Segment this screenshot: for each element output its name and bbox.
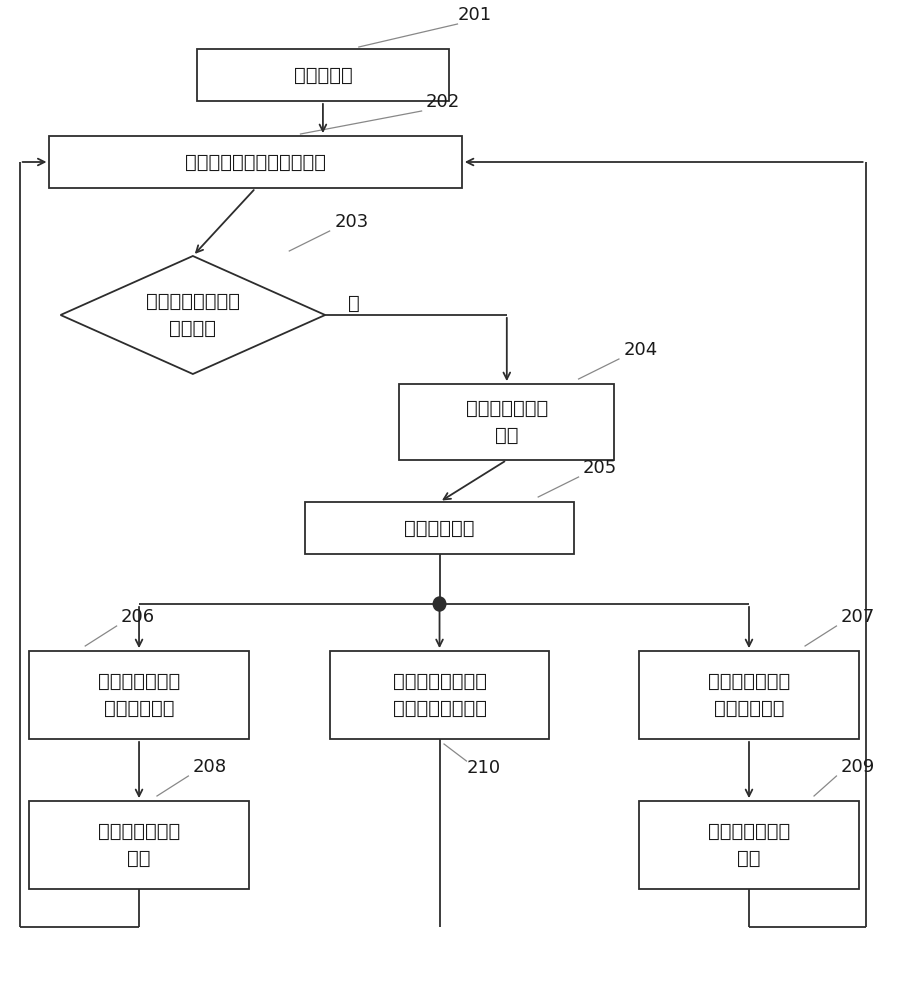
FancyBboxPatch shape: [49, 136, 462, 188]
Text: 201: 201: [457, 6, 492, 24]
FancyBboxPatch shape: [399, 384, 614, 460]
Text: 205: 205: [583, 459, 617, 477]
Text: 否: 否: [347, 293, 360, 312]
FancyBboxPatch shape: [29, 651, 248, 739]
Text: 初始化设置: 初始化设置: [293, 66, 353, 85]
Text: 阀开口值大于阀
开口阈值下限: 阀开口值大于阀 开口阈值下限: [708, 672, 790, 718]
Text: 202: 202: [426, 93, 460, 111]
Text: 阀开口值判断: 阀开口值判断: [405, 518, 475, 538]
Text: 210: 210: [466, 759, 501, 777]
Text: 是否达到预设的目
标流量值: 是否达到预设的目 标流量值: [146, 292, 239, 338]
Text: 209: 209: [840, 758, 875, 776]
Text: 204: 204: [623, 341, 658, 359]
Text: 调节比例阀开口
大小: 调节比例阀开口 大小: [466, 399, 548, 445]
FancyBboxPatch shape: [639, 651, 858, 739]
Text: 207: 207: [840, 608, 875, 626]
Text: 206: 206: [121, 608, 155, 626]
Circle shape: [433, 597, 446, 611]
Text: 检测气体采样气路的流量值: 检测气体采样气路的流量值: [185, 152, 327, 172]
Text: 阀开口值处于正常
的开口阈值范围内: 阀开口值处于正常 的开口阈值范围内: [393, 672, 486, 718]
Text: 增大气泵的工作
功率: 增大气泵的工作 功率: [98, 822, 180, 868]
Text: 减小气泵的工作
功率: 减小气泵的工作 功率: [708, 822, 790, 868]
FancyBboxPatch shape: [329, 651, 549, 739]
Polygon shape: [61, 256, 325, 374]
FancyBboxPatch shape: [29, 801, 248, 889]
Text: 阀开口值小于阀
开口阈值下限: 阀开口值小于阀 开口阈值下限: [98, 672, 180, 718]
FancyBboxPatch shape: [197, 49, 448, 101]
FancyBboxPatch shape: [305, 502, 574, 554]
Text: 208: 208: [193, 758, 227, 776]
Text: 203: 203: [334, 213, 369, 231]
FancyBboxPatch shape: [639, 801, 858, 889]
